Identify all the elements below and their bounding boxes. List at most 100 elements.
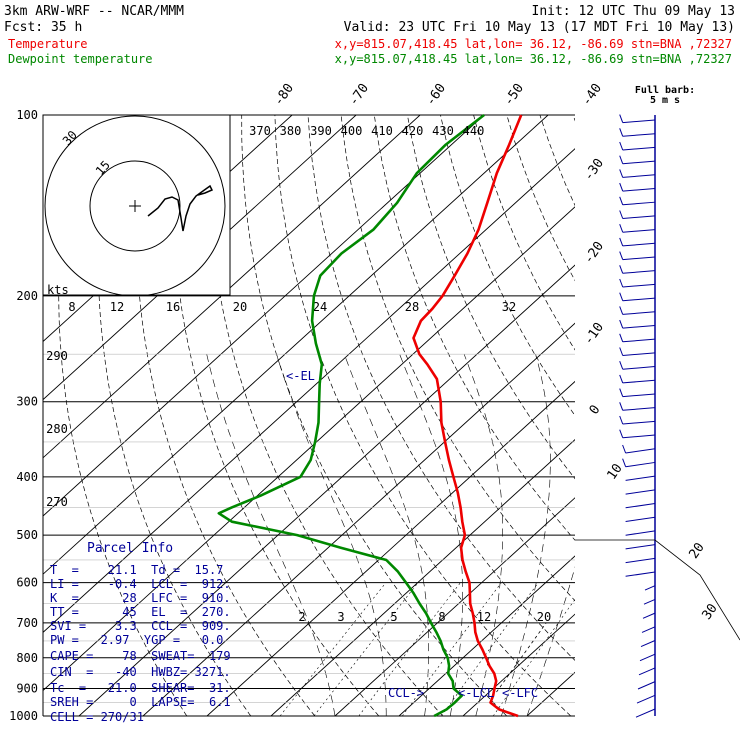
wind-barb (622, 283, 656, 288)
hodograph-speed-label: 8 (68, 300, 75, 314)
mixing-ratio-label: 20 (537, 610, 551, 624)
wind-barb (622, 338, 656, 343)
theta-label: 440 (463, 124, 485, 138)
parcel-row: T = 21.1 Td = 15.7 (50, 563, 223, 577)
dry-adiabat (407, 115, 575, 480)
full-barb-label: Full barb: (635, 85, 695, 96)
temperature-tick-label: 10 (604, 461, 625, 482)
wind-barb (644, 585, 656, 591)
isotherm (655, 115, 740, 716)
parcel-row: TT = 45 EL = 270. (50, 605, 231, 619)
hodograph-ring (44, 115, 226, 295)
wind-barb-flag (619, 251, 624, 260)
temperature-tick-label: -60 (423, 81, 449, 109)
wind-barb (622, 393, 656, 398)
full-barb-value: 5 m s (650, 95, 680, 106)
moist-adiabat (501, 354, 551, 716)
wind-barb (642, 612, 656, 619)
wind-barb (622, 379, 656, 384)
moist-adiabat (463, 354, 503, 716)
wind-barb-flag (619, 388, 624, 397)
wind-barb (625, 544, 656, 550)
hodograph-speed-label: 24 (313, 300, 327, 314)
dry-adiabat (706, 115, 740, 716)
parcel-row: LI = -0.4 LCL = 912. (50, 577, 231, 591)
temperature-tick-label: 0 (587, 402, 604, 417)
model-title: 3km ARW-WRF -- NCAR/MMM (4, 4, 184, 19)
wind-barb (622, 229, 656, 233)
wind-barb (622, 324, 656, 329)
lcl-annotation: <-LCL (458, 686, 494, 700)
hodograph-speed-label: 16 (166, 300, 180, 314)
el-annotation: <-EL (286, 369, 315, 383)
mixing-ratio-label: 8 (438, 610, 445, 624)
wind-barb (625, 571, 656, 577)
hodograph-frame (42, 114, 231, 296)
wind-barb (622, 256, 656, 261)
wind-barb (625, 516, 656, 522)
isotherm (334, 497, 575, 716)
hodograph-ring (89, 160, 181, 252)
isotherm (43, 206, 575, 692)
wind-barb-flag (619, 306, 624, 315)
moist-adiabat (399, 354, 463, 716)
wind-barb-flag (619, 114, 624, 123)
mixing-ratio-label: 12 (477, 610, 491, 624)
temperature-tick-label: -50 (501, 81, 527, 109)
parcel-row: CAPE = 78 SWEAT= 179 (50, 649, 231, 663)
wind-barb-flag (619, 224, 624, 233)
dewpoint-profile (217, 113, 485, 718)
theta-label: 400 (341, 124, 363, 138)
wind-barb (622, 160, 656, 165)
mixing-ratio-label: 3 (337, 610, 344, 624)
parcel-info-panel: Parcel Info T = 21.1 Td = 15.7 LI = -0.4… (50, 541, 231, 724)
isotherm (591, 115, 740, 716)
theta-label: 280 (46, 422, 68, 436)
hodograph-speed-label: 28 (405, 300, 419, 314)
moist-adiabat (344, 354, 429, 716)
wind-barb (625, 489, 656, 495)
wind-barb-flag (619, 265, 624, 274)
wind-barb-flag (619, 196, 624, 205)
dry-adiabat (606, 115, 740, 716)
parcel-row: CELL = 270/31 (50, 710, 144, 724)
wind-barb-flag (619, 319, 624, 329)
isotherm (142, 322, 575, 716)
isotherm (270, 439, 575, 716)
wind-barb (622, 119, 656, 124)
dry-adiabat (307, 115, 575, 661)
temperature-tick-label: -20 (581, 239, 607, 267)
wind-barb-flag (619, 402, 624, 411)
wind-barb-flag (619, 415, 624, 425)
wind-barb-flag (619, 169, 624, 178)
wind-barb (638, 667, 656, 676)
wind-barb (622, 146, 656, 151)
hodograph-kts-label: kts (47, 283, 69, 297)
theta-label: 270 (46, 495, 68, 509)
theta-label: 380 (280, 124, 302, 138)
wind-barb (637, 681, 656, 690)
mixing-ratio-line (402, 582, 502, 716)
wind-barb (625, 461, 656, 468)
temperature-profile (412, 114, 523, 718)
temperature-tick-label: -40 (579, 81, 605, 109)
parcel-row: CIN = -40 HWBZ= 3271. (50, 665, 231, 679)
hodograph-speed-label: 20 (233, 300, 247, 314)
barb-axis-border (575, 539, 740, 641)
wind-barb-flag (619, 347, 624, 356)
isotherm (43, 115, 357, 401)
wind-barb (622, 242, 656, 247)
wind-barb (625, 557, 656, 564)
wind-barb-flag (619, 237, 624, 247)
wind-barb-flag (619, 155, 624, 164)
temperature-location-info: x,y=815.07,418.45 lat,lon= 36.12, -86.69… (335, 37, 732, 51)
moist-adiabat (206, 354, 336, 716)
wind-barb (622, 187, 656, 192)
dry-adiabat (672, 115, 740, 716)
wind-barbs (575, 114, 740, 718)
temperature-tick-label: -80 (271, 81, 297, 109)
pressure-tick-label: 200 (16, 289, 38, 303)
theta-label: 410 (371, 124, 393, 138)
temperature-tick-label: 20 (686, 540, 707, 561)
